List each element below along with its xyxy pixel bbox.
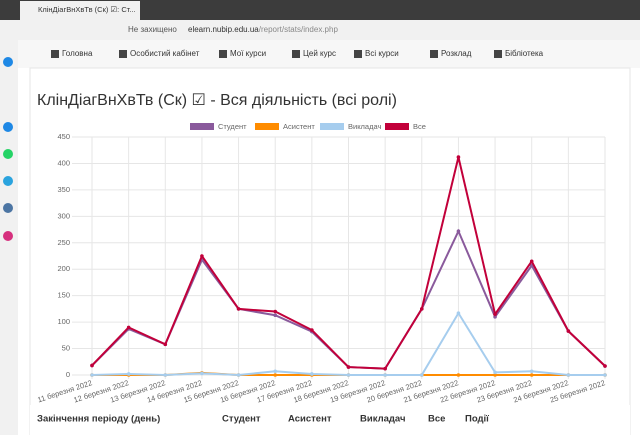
legend-swatch[interactable] bbox=[255, 123, 279, 130]
data-point bbox=[310, 328, 314, 332]
data-point bbox=[529, 259, 534, 264]
tab-title: КлінДіагВнХвТв (Ск) ☑: Ст... bbox=[38, 5, 136, 14]
sidebar-icon[interactable] bbox=[3, 149, 13, 159]
nav-icon bbox=[354, 50, 362, 58]
y-tick-label: 250 bbox=[57, 238, 70, 247]
data-point bbox=[90, 363, 94, 368]
nav-item[interactable]: Цей курс bbox=[303, 49, 336, 58]
data-point bbox=[383, 366, 387, 371]
data-point bbox=[163, 373, 168, 377]
nav-item[interactable]: Всі курси bbox=[365, 49, 399, 58]
nav-item[interactable]: Головна bbox=[62, 49, 93, 58]
data-point bbox=[493, 370, 497, 375]
page-heading: КлінДіагВнХвТв (Ск) ☑ - Вся діяльність (… bbox=[37, 92, 397, 109]
data-point bbox=[200, 371, 204, 376]
y-tick-label: 0 bbox=[66, 370, 70, 379]
data-point bbox=[273, 369, 278, 374]
nav-icon bbox=[430, 50, 438, 58]
tab[interactable] bbox=[20, 1, 140, 20]
table-header-cell: Студент bbox=[222, 414, 261, 425]
data-point bbox=[566, 329, 571, 333]
y-tick-label: 450 bbox=[57, 132, 70, 141]
data-point bbox=[456, 155, 461, 159]
data-point bbox=[456, 373, 461, 377]
nav-icon bbox=[51, 50, 59, 58]
legend-label: Викладач bbox=[348, 122, 381, 131]
nav-item[interactable]: Особистий кабінет bbox=[130, 49, 200, 58]
table-header-row bbox=[30, 405, 630, 435]
data-point bbox=[90, 373, 94, 377]
legend-swatch[interactable] bbox=[320, 123, 344, 130]
data-point bbox=[529, 369, 534, 374]
sidebar-icon[interactable] bbox=[3, 176, 13, 186]
y-tick-label: 300 bbox=[57, 211, 70, 220]
nav-item[interactable]: Мої курси bbox=[230, 49, 266, 58]
table-header: Закінчення періоду (день) Студент Асистент… bbox=[37, 414, 489, 425]
data-point bbox=[273, 309, 278, 314]
y-tick-label: 150 bbox=[57, 291, 70, 300]
table-header-cell: Події bbox=[465, 414, 489, 425]
legend-swatch[interactable] bbox=[190, 123, 214, 130]
data-point bbox=[493, 315, 497, 319]
data-point bbox=[566, 373, 571, 377]
data-point bbox=[346, 365, 351, 369]
table-header-cell: Все bbox=[428, 414, 445, 425]
data-point bbox=[163, 342, 168, 347]
address-bar bbox=[0, 20, 640, 40]
table-header-cell: Викладач bbox=[360, 414, 405, 425]
data-point bbox=[236, 307, 241, 311]
data-point bbox=[456, 311, 461, 315]
data-point bbox=[310, 372, 314, 376]
legend-label: Студент bbox=[218, 122, 247, 131]
data-point bbox=[603, 373, 607, 377]
y-tick-label: 200 bbox=[57, 264, 70, 273]
data-point bbox=[200, 254, 204, 258]
data-point bbox=[419, 373, 424, 377]
data-point bbox=[456, 229, 461, 233]
data-point bbox=[383, 373, 387, 377]
nav-icon bbox=[292, 50, 300, 58]
data-point bbox=[419, 307, 424, 311]
data-point bbox=[493, 312, 497, 316]
sidebar-icon[interactable] bbox=[3, 203, 13, 213]
sidebar-icon[interactable] bbox=[3, 231, 13, 241]
legend-swatch[interactable] bbox=[385, 123, 409, 130]
url-host: elearn.nubip.edu.ua bbox=[188, 25, 259, 34]
legend-label: Все bbox=[413, 122, 426, 131]
url-path: /report/stats/index.php bbox=[259, 25, 339, 34]
nav-icon bbox=[219, 50, 227, 58]
url[interactable]: elearn.nubip.edu.ua/report/stats/index.p… bbox=[188, 25, 338, 34]
data-point bbox=[346, 373, 351, 377]
data-point bbox=[273, 313, 278, 318]
security: Не захищено bbox=[128, 25, 177, 34]
y-tick-label: 100 bbox=[57, 317, 70, 326]
table-header-cell: Закінчення періоду (день) bbox=[37, 414, 160, 425]
data-point bbox=[126, 372, 131, 376]
y-tick-label: 350 bbox=[57, 185, 70, 194]
y-tick-label: 50 bbox=[62, 344, 70, 353]
nav-icon bbox=[494, 50, 502, 58]
table-header-cell: Асистент bbox=[288, 414, 332, 425]
nav: Головна Особистий кабінет Мої курси Цей кур… bbox=[51, 49, 544, 58]
data-point bbox=[603, 364, 607, 368]
tab-bar bbox=[0, 0, 640, 20]
data-point bbox=[126, 325, 131, 330]
nav-item[interactable]: Бібліотека bbox=[505, 49, 544, 58]
sidebar-icon[interactable] bbox=[3, 57, 13, 67]
y-tick-label: 400 bbox=[57, 158, 70, 167]
data-point bbox=[493, 373, 497, 377]
legend-label: Асистент bbox=[283, 122, 315, 131]
sidebar-icon[interactable] bbox=[3, 122, 13, 132]
data-point bbox=[273, 373, 278, 377]
data-point bbox=[529, 373, 534, 377]
nav-item[interactable]: Розклад bbox=[441, 49, 472, 58]
nav-icon bbox=[119, 50, 127, 58]
data-point bbox=[236, 373, 241, 377]
